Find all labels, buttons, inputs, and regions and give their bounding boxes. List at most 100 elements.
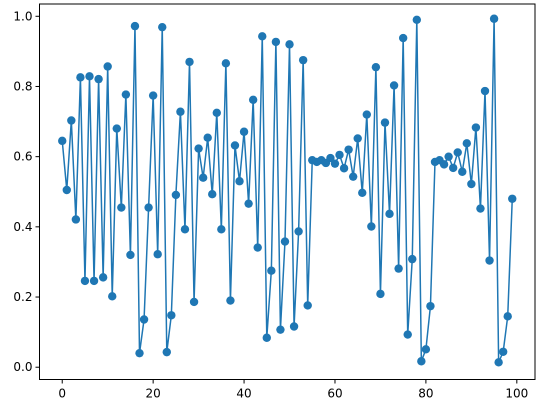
y-tick-label: 0.2	[13, 290, 32, 304]
data-point	[112, 124, 121, 133]
data-point	[489, 14, 499, 23]
data-point	[158, 22, 167, 32]
data-point	[62, 185, 71, 195]
data-point	[421, 345, 431, 354]
series-line	[61, 17, 514, 364]
x-tick-label: 80	[418, 387, 433, 401]
data-point	[139, 315, 149, 324]
data-point	[108, 292, 117, 301]
data-point	[194, 144, 203, 153]
series-layer	[58, 14, 517, 367]
data-point	[117, 203, 126, 212]
data-point	[503, 312, 512, 321]
data-point	[348, 172, 358, 181]
data-point	[508, 194, 517, 203]
data-point	[448, 163, 458, 173]
data-point	[398, 33, 408, 43]
data-point	[403, 330, 412, 339]
data-point	[412, 15, 422, 24]
data-point	[126, 250, 135, 260]
data-point	[358, 188, 367, 197]
data-point	[244, 199, 253, 208]
data-point	[180, 225, 190, 234]
y-tick-label: 0.8	[13, 79, 32, 93]
data-point	[339, 164, 349, 173]
data-point	[389, 81, 399, 90]
data-point	[248, 95, 258, 105]
data-point	[94, 74, 103, 84]
data-point	[212, 108, 221, 117]
data-point	[253, 243, 262, 252]
data-point	[458, 167, 467, 176]
data-point	[453, 148, 462, 157]
data-point	[330, 159, 340, 168]
data-point	[76, 73, 85, 82]
data-point	[148, 91, 158, 100]
data-point	[58, 136, 67, 146]
data-point	[121, 90, 131, 99]
data-point	[230, 141, 240, 150]
x-tick-label: 60	[327, 387, 342, 401]
data-point	[144, 203, 153, 212]
data-point	[371, 62, 381, 72]
x-tick-label: 40	[236, 387, 251, 401]
data-point	[439, 160, 449, 169]
data-point	[135, 348, 144, 358]
data-point	[262, 333, 271, 342]
x-tick-label: 0	[58, 387, 66, 401]
data-point	[494, 358, 503, 367]
data-point	[258, 32, 267, 41]
data-point	[130, 21, 140, 31]
data-point	[298, 55, 308, 65]
data-point	[344, 145, 353, 154]
data-point	[303, 301, 312, 310]
data-point	[353, 134, 362, 143]
y-tick-label: 0.0	[13, 360, 32, 374]
y-tick-label: 0.4	[13, 220, 32, 234]
data-point	[226, 296, 235, 305]
data-point	[235, 177, 244, 186]
data-point	[153, 250, 162, 259]
data-point	[471, 123, 481, 132]
data-point	[98, 273, 108, 282]
data-point	[280, 237, 290, 246]
data-point	[462, 139, 472, 148]
data-point	[80, 276, 90, 286]
data-point	[276, 325, 285, 334]
data-point	[267, 266, 276, 275]
data-point	[326, 153, 335, 163]
data-point	[221, 59, 231, 68]
data-point	[467, 179, 476, 189]
data-point	[285, 40, 294, 49]
data-point	[498, 347, 508, 356]
data-point	[176, 107, 185, 116]
data-point	[480, 86, 490, 96]
data-point	[476, 204, 485, 213]
data-point	[162, 347, 171, 357]
data-point	[362, 110, 371, 119]
data-point	[198, 173, 208, 182]
data-point	[485, 256, 494, 265]
data-point	[408, 254, 417, 264]
data-point	[289, 322, 299, 331]
data-point	[376, 289, 385, 299]
y-axis: 0.0 0.2 0.4 0.6 0.8 1.0	[13, 9, 40, 374]
data-point	[203, 133, 212, 142]
plot-area	[39, 3, 536, 380]
data-point	[208, 190, 217, 199]
data-point	[385, 209, 394, 219]
data-point	[294, 227, 303, 236]
data-point	[271, 37, 281, 47]
data-point	[71, 215, 81, 224]
x-axis: 0 20 40 60 80 100	[58, 379, 528, 401]
data-point	[444, 152, 453, 161]
data-point	[394, 264, 403, 273]
data-point	[189, 297, 199, 307]
y-tick-label: 0.6	[13, 150, 32, 164]
data-point	[380, 118, 390, 127]
data-point	[185, 57, 194, 67]
x-tick-label: 20	[146, 387, 161, 401]
x-tick-label: 100	[505, 387, 528, 401]
data-point	[217, 225, 226, 234]
